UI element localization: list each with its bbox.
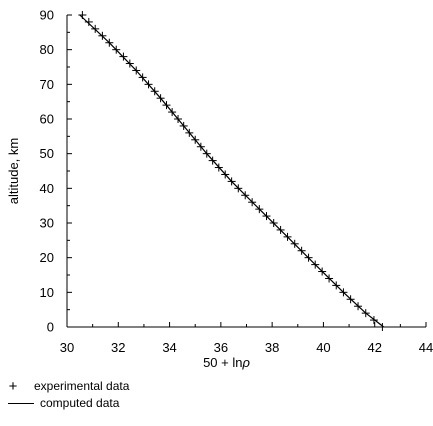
y-tick-label: 40 bbox=[40, 181, 54, 196]
experimental-point bbox=[227, 177, 236, 186]
legend: + experimental data computed data bbox=[8, 378, 129, 412]
x-tick-label: 38 bbox=[265, 340, 279, 355]
x-tick-label: 44 bbox=[419, 340, 433, 355]
experimental-point bbox=[332, 281, 341, 290]
x-tick-label: 42 bbox=[367, 340, 381, 355]
legend-item-computed: computed data bbox=[8, 395, 129, 412]
x-tick-label: 36 bbox=[214, 340, 228, 355]
experimental-point bbox=[290, 239, 299, 248]
experimental-point bbox=[269, 219, 278, 227]
experimental-point bbox=[156, 94, 165, 103]
x-tick-label: 30 bbox=[60, 340, 74, 355]
experimental-point bbox=[105, 38, 114, 47]
axes bbox=[66, 15, 426, 328]
experimental-point bbox=[262, 212, 271, 221]
y-tick-label: 60 bbox=[40, 112, 54, 127]
experimental-point bbox=[208, 156, 217, 165]
experimental-point bbox=[119, 52, 128, 61]
x-tick-label: 32 bbox=[111, 340, 125, 355]
computed-series bbox=[79, 14, 385, 328]
experimental-point bbox=[304, 253, 313, 262]
experimental-point bbox=[276, 225, 285, 234]
experimental-point bbox=[234, 184, 243, 193]
experimental-point bbox=[138, 73, 147, 82]
experimental-point bbox=[112, 45, 121, 54]
experimental-point bbox=[221, 170, 230, 179]
experimental-point bbox=[339, 288, 348, 297]
y-tick-label: 20 bbox=[40, 250, 54, 265]
experimental-point bbox=[185, 128, 194, 137]
experimental-point bbox=[325, 274, 334, 283]
y-tick-label: 50 bbox=[40, 146, 54, 161]
experimental-point bbox=[248, 198, 257, 207]
experimental-point bbox=[283, 232, 292, 241]
experimental-point bbox=[150, 87, 159, 96]
experimental-point bbox=[125, 59, 134, 68]
experimental-point bbox=[162, 101, 171, 110]
experimental-point bbox=[191, 135, 200, 144]
experimental-point bbox=[91, 24, 100, 33]
experimental-point bbox=[78, 11, 87, 19]
experimental-point bbox=[202, 149, 211, 158]
y-tick-label: 90 bbox=[40, 8, 54, 23]
experimental-point bbox=[255, 205, 264, 214]
experimental-series bbox=[78, 11, 387, 331]
experimental-point bbox=[318, 267, 327, 276]
experimental-point bbox=[311, 260, 320, 269]
experimental-point bbox=[369, 316, 378, 325]
y-tick-label: 70 bbox=[40, 77, 54, 92]
experimental-point bbox=[98, 31, 107, 40]
x-axis-title-symbol: ρ bbox=[241, 355, 250, 370]
y-tick-label: 10 bbox=[40, 285, 54, 300]
y-axis-title: altitude, km bbox=[6, 138, 21, 204]
x-tick-label: 34 bbox=[162, 340, 176, 355]
ticks: 0 10 20 30 40 50 60 70 80 90 30 32 34 36 38 40 42 44 bbox=[40, 8, 433, 356]
experimental-point bbox=[354, 302, 363, 311]
line-swatch-icon bbox=[8, 395, 34, 412]
plus-marker-icon: + bbox=[8, 378, 18, 395]
x-axis-title: 50 + lnρ bbox=[203, 355, 250, 370]
experimental-point bbox=[214, 163, 223, 172]
legend-item-experimental: + experimental data bbox=[8, 378, 130, 395]
experimental-point bbox=[84, 17, 93, 26]
experimental-point bbox=[179, 121, 188, 130]
experimental-point bbox=[241, 191, 250, 200]
y-tick-label: 30 bbox=[40, 216, 54, 231]
experimental-point bbox=[378, 323, 387, 331]
y-tick-label: 0 bbox=[47, 320, 54, 335]
computed-data-line bbox=[79, 14, 385, 328]
legend-label-experimental: experimental data bbox=[34, 379, 130, 393]
experimental-point bbox=[346, 295, 355, 304]
x-axis-title-text: 50 + ln bbox=[203, 355, 242, 370]
legend-label-computed: computed data bbox=[40, 396, 120, 410]
experimental-point bbox=[132, 66, 141, 75]
experimental-point bbox=[174, 115, 183, 123]
experimental-point bbox=[144, 80, 153, 89]
y-tick-label: 80 bbox=[40, 42, 54, 57]
experimental-point bbox=[168, 108, 177, 117]
experimental-point bbox=[196, 142, 205, 151]
experimental-point bbox=[361, 309, 370, 318]
x-tick-label: 40 bbox=[316, 340, 330, 355]
experimental-point bbox=[297, 246, 306, 255]
